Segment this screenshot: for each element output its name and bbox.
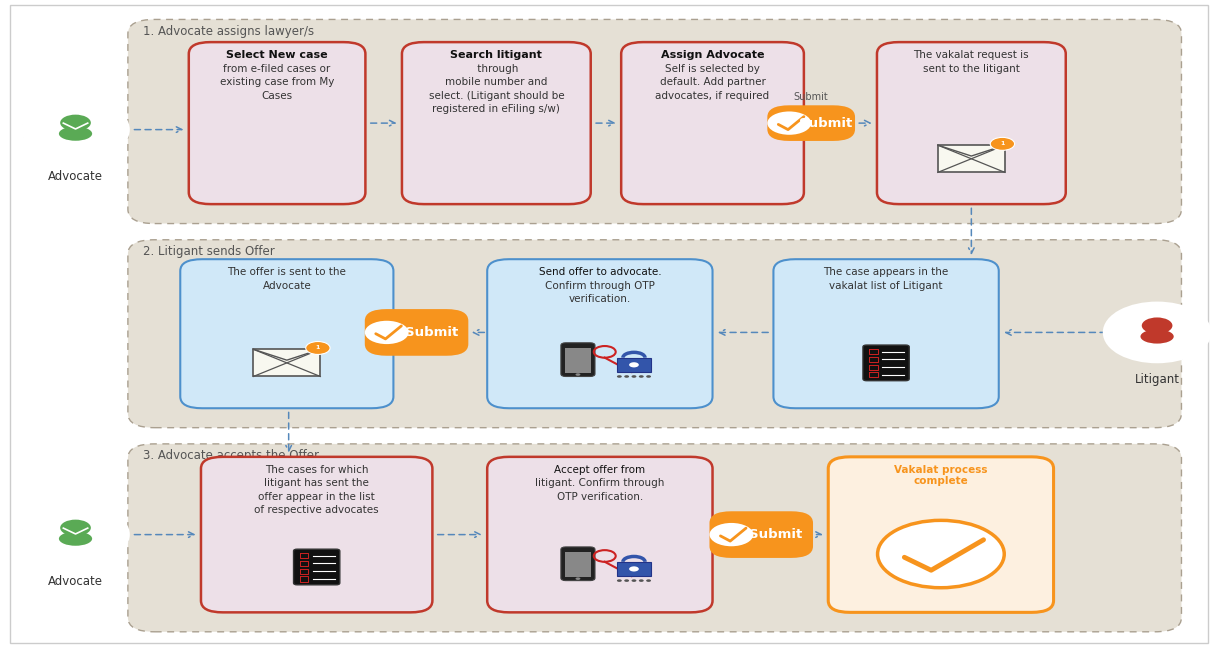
Text: Cases: Cases	[262, 91, 292, 100]
Text: Search litigant: Search litigant	[451, 50, 542, 60]
FancyBboxPatch shape	[128, 240, 1181, 428]
Circle shape	[24, 102, 127, 157]
Text: The cases for which: The cases for which	[266, 465, 368, 474]
Text: Submit: Submit	[799, 117, 853, 130]
Text: offer appear in the list: offer appear in the list	[258, 492, 375, 502]
FancyBboxPatch shape	[877, 42, 1066, 204]
Text: existing case from My: existing case from My	[220, 77, 334, 87]
Circle shape	[624, 579, 630, 582]
Text: Submit: Submit	[749, 528, 803, 541]
Circle shape	[1141, 318, 1173, 334]
FancyBboxPatch shape	[862, 345, 909, 381]
Text: Confirm through OTP: Confirm through OTP	[544, 281, 655, 290]
FancyBboxPatch shape	[564, 348, 592, 373]
Circle shape	[647, 375, 652, 378]
FancyBboxPatch shape	[621, 42, 804, 204]
FancyBboxPatch shape	[487, 259, 713, 408]
Ellipse shape	[1140, 329, 1174, 343]
Text: from e-filed cases or: from e-filed cases or	[223, 64, 331, 73]
Text: default. Add partner: default. Add partner	[660, 77, 765, 87]
Ellipse shape	[58, 531, 93, 546]
Circle shape	[306, 341, 330, 354]
Text: verification.: verification.	[569, 294, 631, 304]
Circle shape	[365, 321, 409, 344]
Text: Self is selected by: Self is selected by	[665, 64, 760, 73]
Text: Send offer to advocate.: Send offer to advocate.	[538, 267, 661, 277]
Circle shape	[60, 520, 91, 536]
Circle shape	[618, 375, 622, 378]
FancyBboxPatch shape	[618, 562, 652, 576]
Circle shape	[60, 115, 91, 131]
FancyBboxPatch shape	[773, 259, 999, 408]
FancyBboxPatch shape	[294, 550, 340, 584]
FancyBboxPatch shape	[560, 547, 596, 581]
Circle shape	[1106, 305, 1208, 360]
FancyBboxPatch shape	[402, 42, 591, 204]
FancyBboxPatch shape	[189, 42, 365, 204]
Circle shape	[638, 375, 644, 378]
Text: 2. Litigant sends Offer: 2. Litigant sends Offer	[143, 245, 274, 258]
Circle shape	[618, 579, 622, 582]
Text: 1: 1	[315, 345, 320, 351]
Circle shape	[647, 579, 652, 582]
Circle shape	[877, 520, 1004, 588]
FancyBboxPatch shape	[180, 259, 393, 408]
Circle shape	[24, 507, 127, 562]
Text: registered in eFiling s/w): registered in eFiling s/w)	[432, 104, 560, 114]
FancyBboxPatch shape	[365, 309, 469, 356]
Text: OTP verification.: OTP verification.	[557, 492, 643, 502]
Circle shape	[630, 566, 638, 572]
FancyBboxPatch shape	[560, 343, 596, 376]
Circle shape	[767, 111, 811, 135]
Text: through: through	[474, 64, 519, 73]
FancyBboxPatch shape	[253, 349, 320, 376]
Text: mobile number and: mobile number and	[445, 77, 548, 87]
Text: sent to the litigant: sent to the litigant	[923, 64, 1019, 73]
Text: Submit: Submit	[404, 326, 458, 339]
Text: Assign Advocate: Assign Advocate	[661, 50, 764, 60]
Circle shape	[638, 579, 644, 582]
Text: Litigant: Litigant	[1135, 373, 1179, 386]
Circle shape	[990, 137, 1015, 150]
Circle shape	[709, 523, 753, 546]
FancyBboxPatch shape	[564, 552, 592, 577]
Text: litigant. Confirm through: litigant. Confirm through	[535, 478, 665, 488]
Circle shape	[624, 375, 630, 378]
FancyBboxPatch shape	[618, 358, 652, 372]
Text: Accept offer from: Accept offer from	[554, 465, 646, 474]
Text: vakalat list of Litigant: vakalat list of Litigant	[829, 281, 943, 290]
Text: Vakalat process
complete: Vakalat process complete	[894, 465, 988, 486]
Text: 3. Advocate accepts the Offer: 3. Advocate accepts the Offer	[143, 449, 318, 462]
Text: litigant has sent the: litigant has sent the	[264, 478, 369, 488]
Text: of respective advocates: of respective advocates	[255, 505, 379, 515]
FancyBboxPatch shape	[767, 105, 855, 141]
FancyBboxPatch shape	[938, 145, 1005, 172]
Text: The case appears in the: The case appears in the	[823, 267, 949, 277]
Text: Advocate: Advocate	[48, 170, 104, 183]
FancyBboxPatch shape	[709, 511, 814, 558]
Text: 1: 1	[1000, 141, 1005, 146]
FancyBboxPatch shape	[128, 444, 1181, 632]
FancyBboxPatch shape	[128, 19, 1181, 224]
Text: Select New case: Select New case	[227, 50, 328, 60]
Text: The offer is sent to the: The offer is sent to the	[228, 267, 346, 277]
Circle shape	[631, 375, 637, 378]
Circle shape	[575, 373, 581, 376]
Text: select. (Litigant should be: select. (Litigant should be	[429, 91, 564, 100]
Text: Advocate: Advocate	[48, 575, 104, 588]
Text: Submit: Submit	[794, 92, 828, 102]
Text: The vakalat request is: The vakalat request is	[914, 50, 1029, 60]
FancyBboxPatch shape	[487, 457, 713, 612]
Circle shape	[575, 577, 581, 580]
FancyBboxPatch shape	[828, 457, 1054, 612]
FancyBboxPatch shape	[201, 457, 432, 612]
Text: Advocate: Advocate	[262, 281, 312, 290]
Text: 1. Advocate assigns lawyer/s: 1. Advocate assigns lawyer/s	[143, 25, 313, 38]
Circle shape	[631, 579, 637, 582]
Ellipse shape	[58, 126, 93, 141]
Circle shape	[630, 362, 638, 367]
Text: advocates, if required: advocates, if required	[655, 91, 770, 100]
